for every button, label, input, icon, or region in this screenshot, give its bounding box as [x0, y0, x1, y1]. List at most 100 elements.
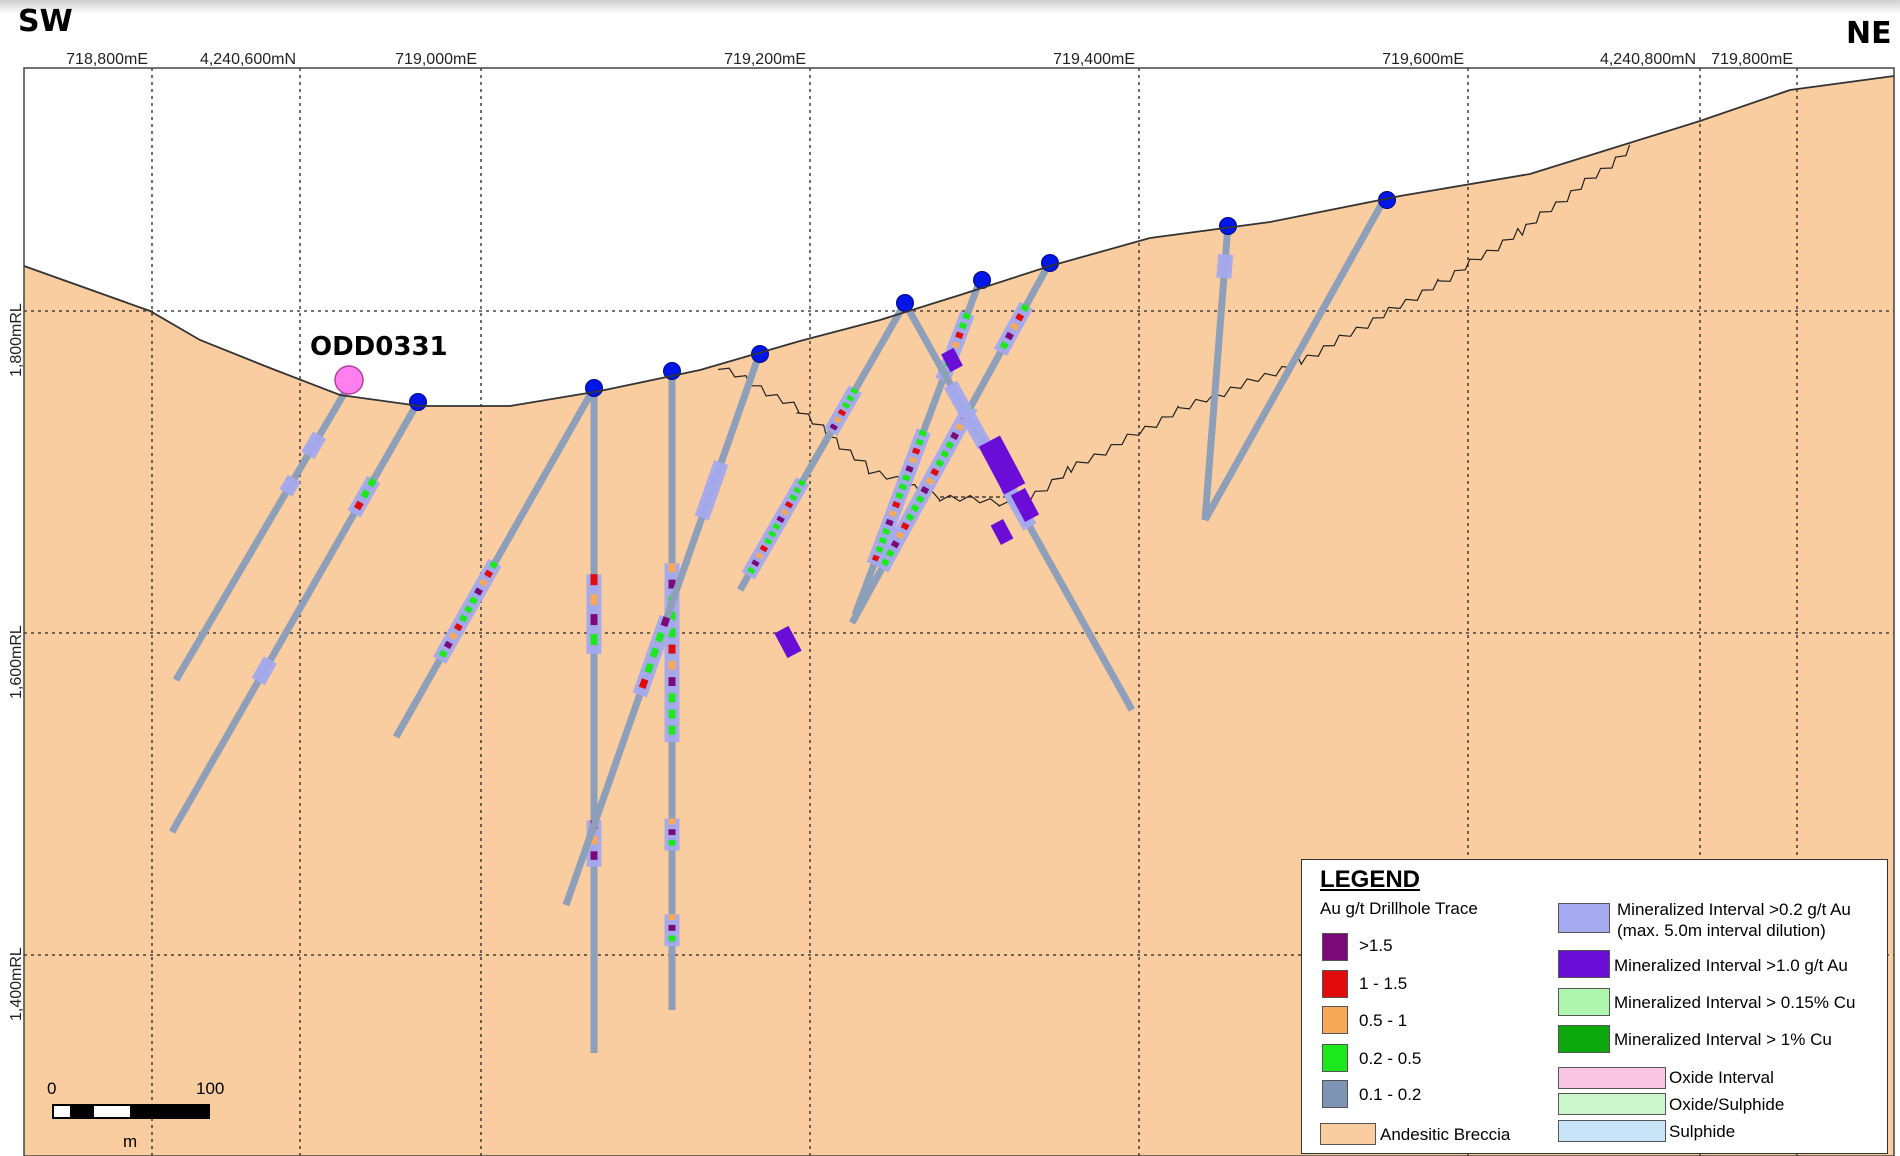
legend-min-interval-gt-0-15-cu: Mineralized Interval > 0.15% Cu [1614, 993, 1856, 1012]
top-axis-label: 719,200mE [724, 51, 806, 68]
drillhole-collars [409, 191, 1396, 411]
legend-au-1-1-5: 1 - 1.5 [1359, 974, 1408, 993]
assay-segment [945, 440, 955, 450]
drillhole-collar [751, 345, 769, 363]
legend-au-0-2-0-5: 0.2 - 0.5 [1359, 1049, 1422, 1068]
swatch-min-interval-gt-0-2 [1558, 903, 1610, 933]
assay-segment [759, 544, 769, 553]
legend-min-interval-gt-0-2-label: Mineralized Interval >0.2 g/t Au [1617, 900, 1851, 919]
swatch-min-interval-gt-0-15-cu [1558, 988, 1610, 1016]
assay-segment [958, 321, 968, 330]
legend-oxide: Oxide Interval [1669, 1068, 1774, 1087]
assay-segment [793, 486, 802, 494]
legend-oxide-sulphide: Oxide/Sulphide [1669, 1095, 1785, 1114]
assay-segment [469, 596, 478, 605]
assay-segment [360, 489, 371, 499]
scale-unit-label: m [123, 1132, 137, 1151]
top-axis-label: 718,800mE [66, 51, 148, 68]
assay-segment [453, 622, 463, 632]
assay-segment [888, 509, 898, 518]
assay-segment [489, 560, 499, 570]
assay-segment [920, 485, 930, 495]
assay-segment [850, 387, 859, 395]
assay-segment [895, 531, 905, 540]
assay-segment [910, 503, 920, 513]
top-axis-labels: 718,800mE 4,240,600mN 719,000mE 719,200mE 71… [66, 51, 1793, 68]
assay-segment [915, 438, 924, 446]
legend-min-interval-gt-1-0: Mineralized Interval >1.0 g/t Au [1614, 956, 1848, 975]
header-bar [0, 0, 1900, 14]
assay-segment [875, 545, 884, 554]
drillhole-collar [1041, 254, 1059, 272]
assay-segment [644, 662, 654, 674]
elevation-label: 1,600mRL [8, 625, 25, 699]
top-axis-label: 719,400mE [1053, 51, 1135, 68]
assay-segment [915, 494, 925, 504]
assay-segment [353, 500, 364, 511]
assay-segment [885, 518, 894, 527]
top-axis-label: 719,600mE [1382, 51, 1464, 68]
legend-au-0-1-0-2: 0.1 - 0.2 [1359, 1085, 1422, 1104]
swatch-au-0-2-0-5 [1322, 1044, 1348, 1072]
assay-segment [911, 447, 921, 455]
legend-min-interval-gt-1-cu: Mineralized Interval > 1% Cu [1614, 1030, 1832, 1049]
drillhole-collar [585, 379, 603, 397]
assay-segment [458, 614, 468, 623]
assay-segment [925, 476, 935, 486]
assay-segment [797, 479, 806, 487]
elevation-label: 1,800mRL [8, 303, 25, 377]
assay-segment [940, 449, 950, 459]
scale-min-label: 0 [47, 1079, 56, 1098]
assay-segment [1010, 322, 1020, 331]
assay-segment [880, 558, 890, 567]
assay-segment [898, 483, 908, 491]
assay-segment [829, 423, 838, 431]
assay-segment [871, 554, 881, 562]
swatch-andesitic-breccia [1320, 1123, 1376, 1145]
assay-segment [649, 647, 660, 659]
assay-segment [950, 431, 960, 441]
legend-au-gt-1-5: >1.5 [1359, 936, 1393, 955]
assay-segment [772, 522, 781, 531]
swatch-oxide-sulphide [1558, 1093, 1666, 1115]
assay-segment [905, 465, 914, 473]
assay-segment [780, 508, 789, 516]
legend: LEGEND Au g/t Drillhole Trace >1.5 1 - 1… [1301, 859, 1888, 1154]
assay-segment [1020, 303, 1030, 313]
fault-line-main [1017, 144, 1631, 503]
legend-au-0-5-1: 0.5 - 1 [1359, 1011, 1408, 1030]
high-grade-pod [941, 347, 963, 373]
scale-max-label: 100 [196, 1079, 224, 1098]
assay-segment [895, 492, 904, 500]
assay-segment [955, 331, 964, 340]
drillhole-collar [896, 294, 914, 312]
top-axis-label: 4,240,600mN [200, 51, 296, 68]
drillhole-collar [409, 393, 427, 411]
mineralized-interval [251, 656, 277, 686]
assay-segment [935, 458, 945, 468]
assay-segment [638, 678, 649, 690]
assay-segment [951, 340, 961, 349]
drillhole-trace [1201, 196, 1389, 522]
assay-segment [1015, 313, 1025, 322]
ne-direction-label: NE [1846, 16, 1892, 51]
mineralized-interval [301, 431, 327, 460]
fault-lines [718, 144, 1631, 508]
high-grade-pod [1010, 488, 1040, 522]
legend-subtitle: Au g/t Drillhole Trace [1320, 899, 1478, 918]
assay-segment [755, 552, 764, 560]
swatch-min-interval-gt-1-0 [1558, 950, 1610, 978]
assay-segment [891, 500, 901, 509]
drillholes [168, 196, 1389, 1053]
assay-segment [962, 312, 971, 320]
assay-segment [474, 587, 483, 596]
assay-segment [955, 422, 964, 432]
assay-segment [751, 559, 760, 567]
odd0331-collar-marker [334, 365, 364, 395]
assay-segment [438, 649, 448, 658]
assay-segment [763, 537, 773, 545]
assay-segment [1004, 331, 1014, 341]
assay-segment [846, 394, 855, 402]
drillhole-trace [168, 400, 422, 834]
assay-segment [837, 408, 847, 417]
